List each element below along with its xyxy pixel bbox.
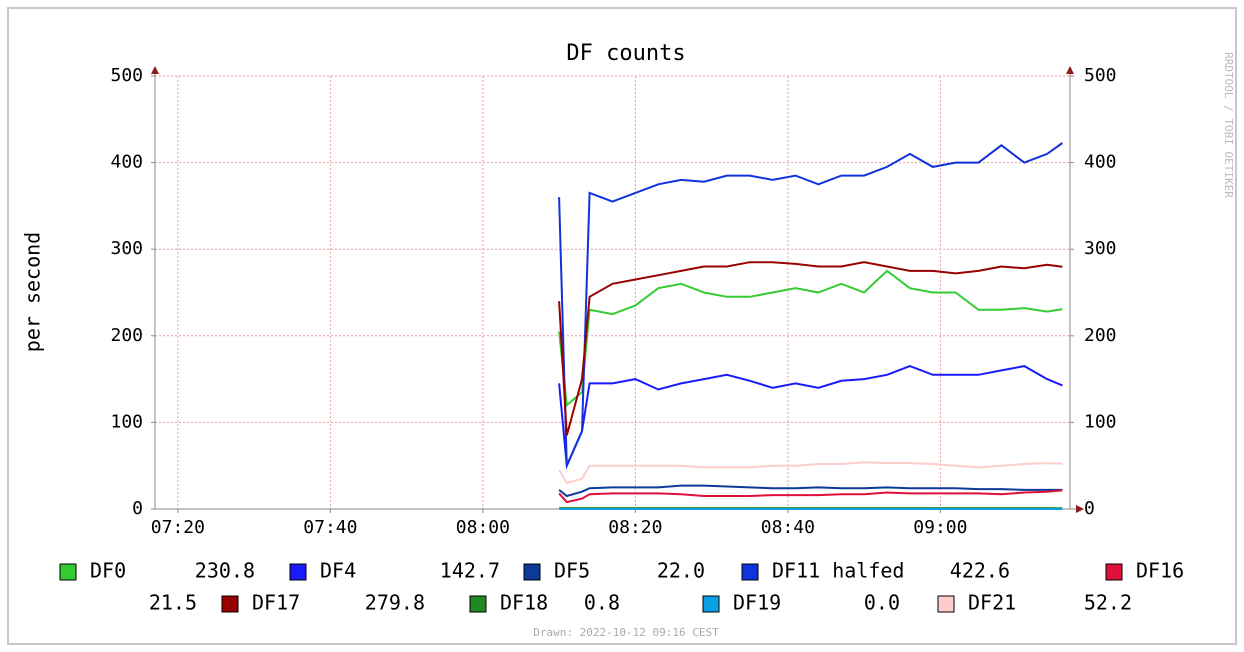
- y2-tick-label: 400: [1084, 152, 1117, 173]
- y-tick-label: 500: [110, 65, 143, 86]
- legend-value: 142.7: [440, 559, 500, 583]
- y-axis-label: per second: [21, 232, 45, 352]
- series-line: [558, 484, 1063, 498]
- legend-name: DF4: [320, 559, 356, 583]
- legend-swatch: [289, 563, 307, 581]
- legend-name: DF19: [733, 591, 781, 615]
- y-tick-label: 0: [132, 498, 143, 519]
- legend-value: 0.0: [864, 591, 900, 615]
- legend-swatch: [59, 563, 77, 581]
- chart-title: DF counts: [566, 41, 685, 66]
- legend-name: DF0: [90, 559, 126, 583]
- series-line: [558, 142, 1063, 467]
- legend-swatch: [937, 595, 955, 613]
- legend-name: DF17: [252, 591, 300, 615]
- legend-swatch: [469, 595, 487, 613]
- series-line: [558, 489, 1063, 504]
- legend-value: 279.8: [365, 591, 425, 615]
- legend-name: DF11 halfed: [772, 559, 904, 583]
- legend-name: DF18: [500, 591, 548, 615]
- side-credit: RRDTOOL / TOBI OETIKER: [1222, 52, 1235, 198]
- series-line: [558, 261, 1063, 436]
- legend-swatch: [523, 563, 541, 581]
- legend-value: 422.6: [950, 559, 1010, 583]
- y-tick-label: 300: [110, 238, 143, 259]
- y2-tick-label: 300: [1084, 238, 1117, 259]
- y2-tick-label: 100: [1084, 411, 1117, 432]
- x-tick-label: 08:00: [456, 517, 510, 538]
- y-tick-label: 100: [110, 411, 143, 432]
- y2-tick-label: 0: [1084, 498, 1095, 519]
- arrow: [1076, 505, 1084, 513]
- x-tick-label: 08:20: [608, 517, 662, 538]
- x-tick-label: 07:40: [303, 517, 357, 538]
- legend-value: 22.0: [657, 559, 705, 583]
- arrow: [1066, 66, 1074, 74]
- legend-value: 52.2: [1084, 591, 1132, 615]
- legend-value: 21.5: [149, 591, 197, 615]
- series-line: [558, 461, 1063, 485]
- y2-tick-label: 500: [1084, 65, 1117, 86]
- y2-tick-label: 200: [1084, 325, 1117, 346]
- legend-name: DF21: [968, 591, 1016, 615]
- y-tick-label: 400: [110, 152, 143, 173]
- footer: Drawn: 2022-10-12 09:16 CEST: [533, 626, 719, 639]
- arrow: [151, 66, 159, 74]
- x-tick-label: 07:20: [151, 517, 205, 538]
- series-line: [558, 269, 1063, 408]
- legend-value: 0.8: [584, 591, 620, 615]
- legend-swatch: [221, 595, 239, 613]
- legend-swatch: [702, 595, 720, 613]
- legend-swatch: [741, 563, 759, 581]
- x-tick-label: 09:00: [913, 517, 967, 538]
- y-tick-label: 200: [110, 325, 143, 346]
- legend-value: 230.8: [195, 559, 255, 583]
- legend-swatch: [1105, 563, 1123, 581]
- x-tick-label: 08:40: [761, 517, 815, 538]
- legend-name: DF16: [1136, 559, 1184, 583]
- frame: [7, 7, 1237, 645]
- series-line: [558, 365, 1063, 470]
- legend-name: DF5: [554, 559, 590, 583]
